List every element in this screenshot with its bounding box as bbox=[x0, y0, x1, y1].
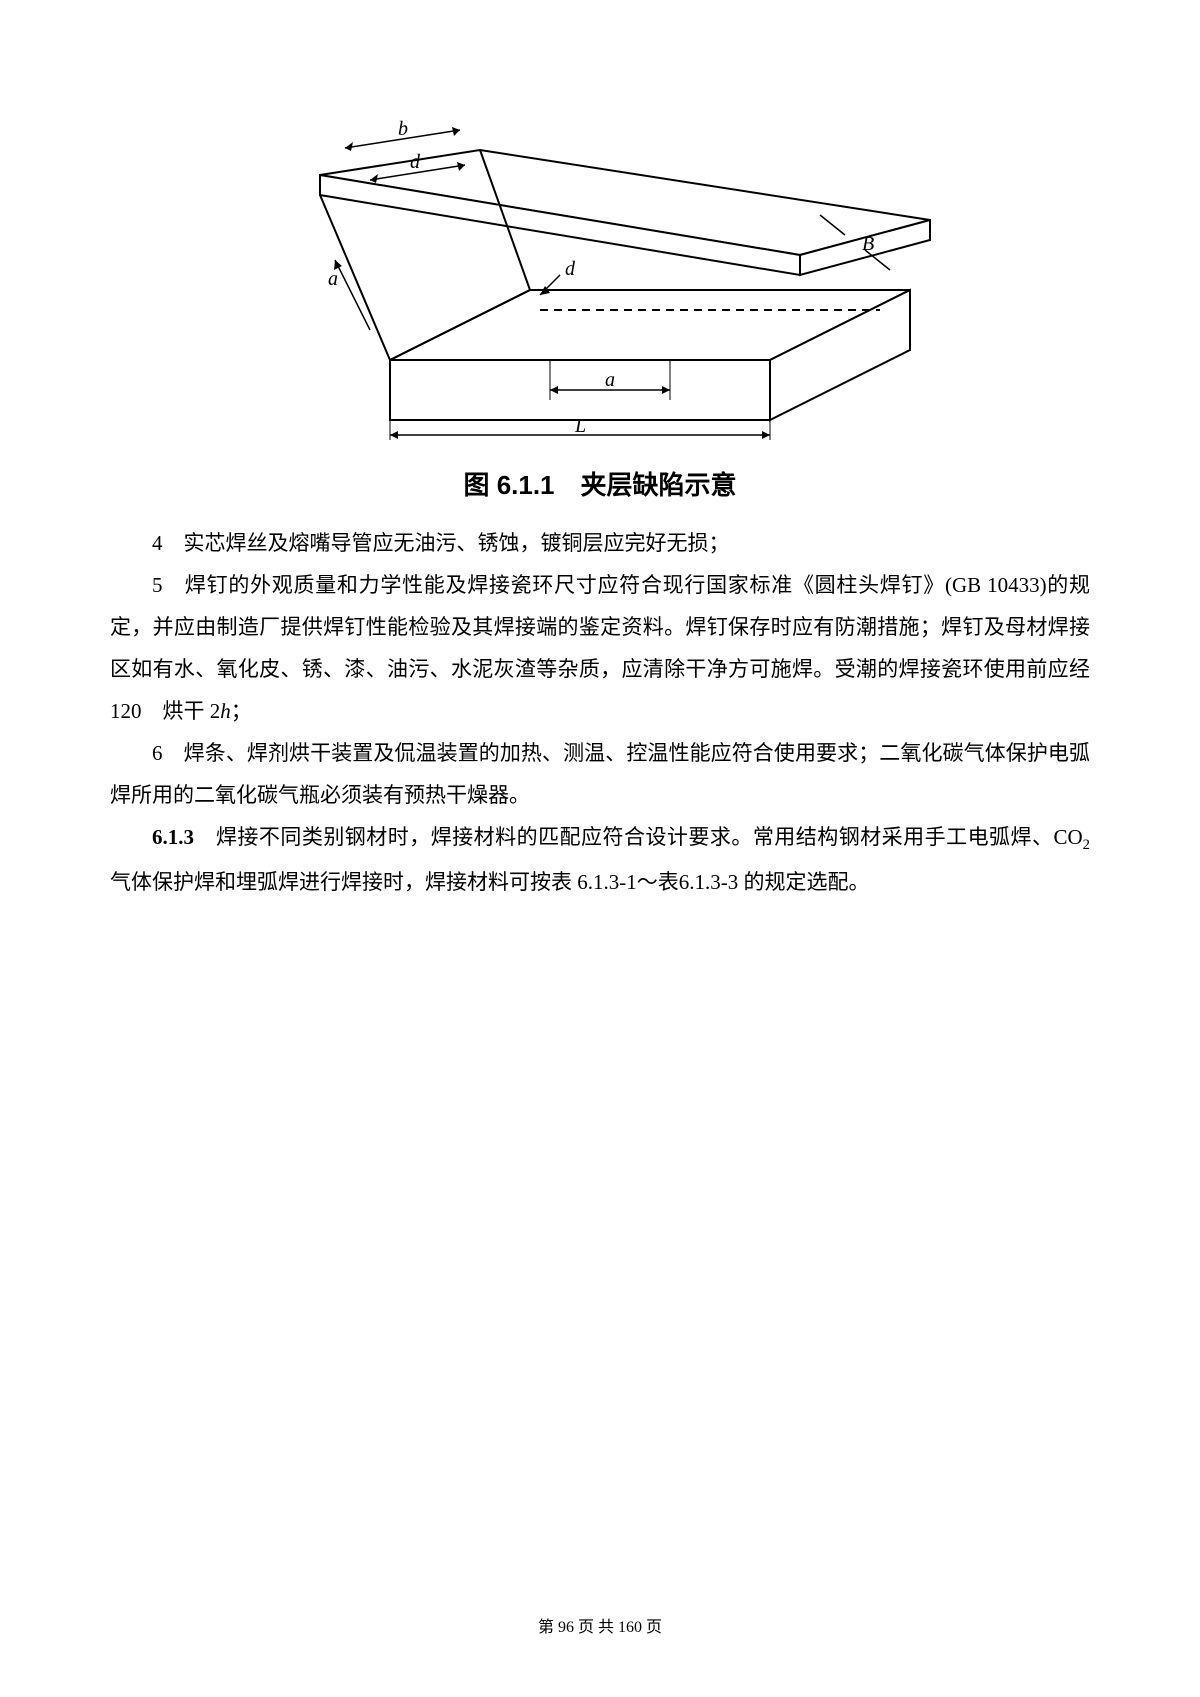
list-item-4: 4 实芯焊丝及熔嘴导管应无油污、锈蚀，镀铜层应完好无损； bbox=[110, 522, 1090, 564]
lamination-defect-diagram: b d a d B a L bbox=[250, 100, 950, 440]
label-b: b bbox=[398, 118, 408, 140]
label-L: L bbox=[574, 415, 586, 437]
clause-6-1-3: 6.1.3 焊接不同类别钢材时，焊接材料的匹配应符合设计要求。常用结构钢材采用手… bbox=[110, 816, 1090, 903]
figure-container: b d a d B a L bbox=[110, 100, 1090, 440]
list-item-6: 6 焊条、焊剂烘干装置及侃温装置的加热、测温、控温性能应符合使用要求；二氧化碳气… bbox=[110, 732, 1090, 816]
italic-h: h bbox=[220, 699, 231, 723]
label-d-top: d bbox=[410, 151, 421, 173]
label-a-slope: a bbox=[328, 268, 338, 290]
clause-text-1: 焊接不同类别钢材时，焊接材料的匹配应符合设计要求。常用结构钢材采用手工电弧焊、C… bbox=[194, 825, 1083, 849]
list-item-5: 5 焊钉的外观质量和力学性能及焊接瓷环尺寸应符合现行国家标准《圆柱头焊钉》(GB… bbox=[110, 564, 1090, 732]
subscript-2: 2 bbox=[1083, 837, 1090, 853]
clause-text-2: 气体保护焊和埋弧焊进行焊接时，焊接材料可按表 6.1.3-1～表6.1.3-3 … bbox=[110, 870, 869, 894]
clause-number: 6.1.3 bbox=[152, 825, 194, 849]
page-footer: 第 96 页 共 160 页 bbox=[0, 1613, 1200, 1637]
figure-caption: 图 6.1.1 夹层缺陷示意 bbox=[110, 465, 1090, 502]
label-d-bottom: d bbox=[565, 258, 576, 280]
label-B: B bbox=[862, 233, 874, 255]
item5-text: 5 焊钉的外观质量和力学性能及焊接瓷环尺寸应符合现行国家标准《圆柱头焊钉》(GB… bbox=[110, 573, 1090, 723]
item5-tail: ； bbox=[231, 699, 252, 723]
label-a-bottom: a bbox=[605, 369, 615, 391]
